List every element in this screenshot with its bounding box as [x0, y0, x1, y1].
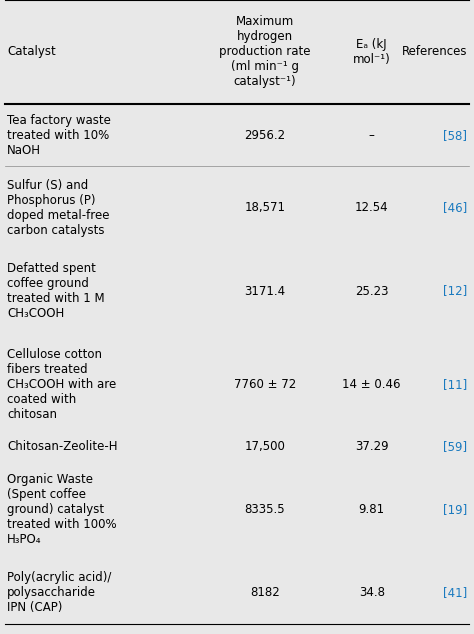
Text: 8335.5: 8335.5: [245, 503, 285, 516]
Text: Maximum
hydrogen
production rate
(ml min⁻¹ g
catalyst⁻¹): Maximum hydrogen production rate (ml min…: [219, 15, 310, 89]
Text: 25.23: 25.23: [355, 285, 389, 297]
Text: [46]: [46]: [443, 202, 467, 214]
Text: –: –: [369, 129, 374, 141]
Text: [11]: [11]: [443, 378, 467, 391]
Text: 2956.2: 2956.2: [244, 129, 285, 141]
Text: Cellulose cotton
fibers treated
CH₃COOH with are
coated with
chitosan: Cellulose cotton fibers treated CH₃COOH …: [7, 348, 116, 421]
Text: Organic Waste
(Spent coffee
ground) catalyst
treated with 100%
H₃PO₄: Organic Waste (Spent coffee ground) cata…: [7, 473, 117, 546]
Text: 18,571: 18,571: [245, 202, 285, 214]
Text: [59]: [59]: [443, 441, 467, 453]
Text: 7760 ± 72: 7760 ± 72: [234, 378, 296, 391]
Text: 9.81: 9.81: [359, 503, 385, 516]
Text: Sulfur (S) and
Phosphorus (P)
doped metal-free
carbon catalysts: Sulfur (S) and Phosphorus (P) doped meta…: [7, 179, 109, 237]
Text: Defatted spent
coffee ground
treated with 1 M
CH₃COOH: Defatted spent coffee ground treated wit…: [7, 262, 105, 320]
Text: 14 ± 0.46: 14 ± 0.46: [342, 378, 401, 391]
Text: 12.54: 12.54: [355, 202, 389, 214]
Text: Tea factory waste
treated with 10%
NaOH: Tea factory waste treated with 10% NaOH: [7, 113, 111, 157]
Text: 8182: 8182: [250, 586, 280, 599]
Text: 37.29: 37.29: [355, 441, 389, 453]
Text: 3171.4: 3171.4: [244, 285, 285, 297]
Text: 34.8: 34.8: [359, 586, 385, 599]
Text: [19]: [19]: [443, 503, 467, 516]
Text: [58]: [58]: [443, 129, 467, 141]
Text: References: References: [401, 46, 467, 58]
Text: [41]: [41]: [443, 586, 467, 599]
Text: Catalyst: Catalyst: [7, 46, 56, 58]
Text: Poly(acrylic acid)/
polysaccharide
IPN (CAP): Poly(acrylic acid)/ polysaccharide IPN (…: [7, 571, 111, 614]
Text: [12]: [12]: [443, 285, 467, 297]
Text: Eₐ (kJ
mol⁻¹): Eₐ (kJ mol⁻¹): [353, 38, 391, 66]
Text: Chitosan-Zeolite-H: Chitosan-Zeolite-H: [7, 441, 118, 453]
Text: 17,500: 17,500: [245, 441, 285, 453]
